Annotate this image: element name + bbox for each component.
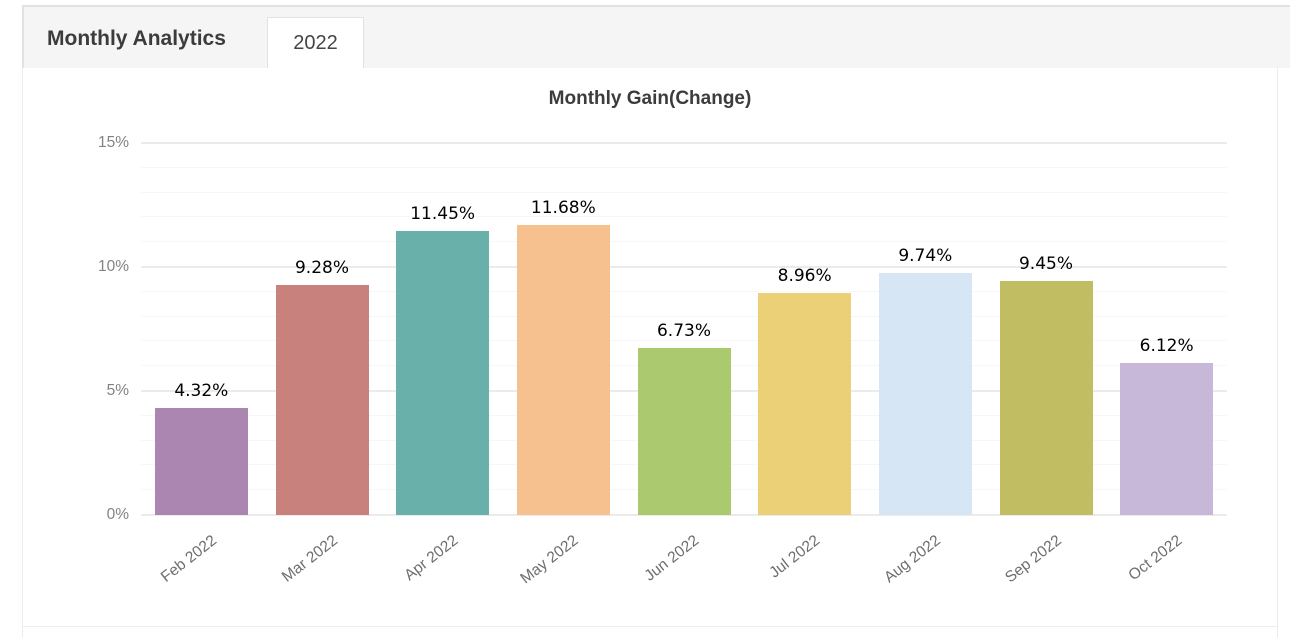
gridline (141, 216, 1227, 218)
page-title: Monthly Analytics (47, 27, 226, 50)
y-tick-label: 10% (97, 258, 129, 275)
x-axis-label: Sep 2022 (1001, 532, 1065, 587)
x-axis-label: Mar 2022 (278, 532, 341, 586)
bar-may-2022[interactable] (516, 225, 610, 515)
x-axis-label: Aug 2022 (881, 532, 944, 587)
x-axis-label: May 2022 (517, 532, 582, 588)
bar-sep-2022[interactable] (999, 280, 1093, 515)
x-axis-label: Jul 2022 (766, 532, 824, 582)
gridline (141, 241, 1227, 243)
bar-value-label: 8.96% (777, 265, 832, 286)
gridline (141, 191, 1227, 193)
bar-jul-2022[interactable] (758, 292, 852, 515)
next-card-edge (22, 626, 1278, 638)
gridline (141, 290, 1227, 292)
bar-jun-2022[interactable] (637, 348, 731, 515)
bar-oct-2022[interactable] (1120, 363, 1214, 515)
gridline (141, 514, 1227, 516)
x-axis-label: Oct 2022 (1125, 532, 1186, 585)
x-axis-label: Apr 2022 (401, 532, 462, 585)
bar-value-label: 6.73% (656, 321, 711, 342)
bar-value-label: 11.45% (410, 204, 476, 225)
bar-aug-2022[interactable] (878, 273, 972, 515)
y-tick-label: 15% (97, 134, 129, 151)
gridline (141, 340, 1227, 342)
bar-value-label: 9.45% (1018, 253, 1073, 274)
x-axis: Feb 2022 Mar 2022 Apr 2022 May 2022 Jun 2022… (141, 532, 1227, 626)
gridline (141, 315, 1227, 317)
x-axis-label: Jun 2022 (641, 532, 703, 585)
chart-card: Monthly Gain(Change) 0% 5% 10% 15% 4.32% 9.2… (22, 68, 1278, 626)
tab-2022[interactable]: 2022 (267, 17, 364, 68)
gridline (141, 142, 1227, 144)
bar-value-label: 11.68% (530, 198, 596, 219)
tab-bar: Monthly Analytics 2022 (22, 5, 1290, 68)
gridline (141, 266, 1227, 268)
plot-area: 4.32% 9.28% 11.45% 11.68% 6.73% 8.96% 9.74% 9.4… (141, 142, 1227, 516)
bar-feb-2022[interactable] (154, 407, 248, 515)
bar-value-label: 6.12% (1139, 336, 1194, 357)
y-axis: 0% 5% 10% 15% (23, 134, 129, 523)
bar-mar-2022[interactable] (275, 284, 369, 515)
y-tick-label: 0% (106, 506, 129, 523)
bar-apr-2022[interactable] (396, 231, 490, 515)
bar-value-label: 4.32% (174, 380, 229, 401)
gridline (141, 166, 1227, 168)
x-axis-label: Feb 2022 (157, 532, 220, 586)
chart-title: Monthly Gain(Change) (548, 88, 752, 109)
y-tick-label: 5% (106, 382, 129, 399)
bar-value-label: 9.28% (294, 257, 349, 278)
bar-value-label: 9.74% (898, 246, 953, 267)
